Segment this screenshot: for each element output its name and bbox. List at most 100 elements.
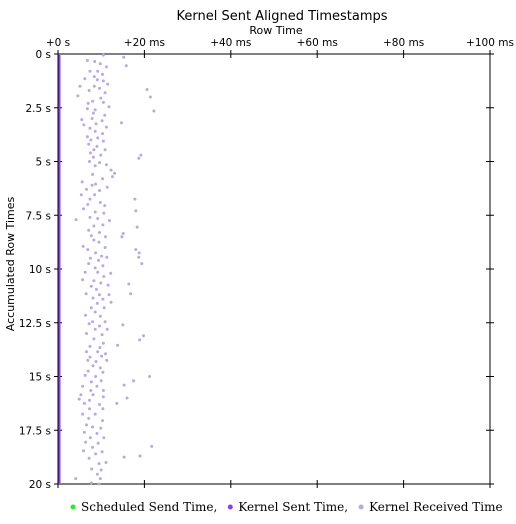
kernel-received-point: [99, 153, 103, 157]
kernel-received-point: [137, 255, 141, 259]
kernel-received-point: [85, 350, 88, 354]
kernel-received-point: [104, 163, 108, 167]
kernel-received-point: [127, 282, 131, 286]
kernel-received-point: [89, 138, 93, 142]
kernel-received-point: [84, 292, 88, 296]
kernel-received-point: [98, 200, 102, 204]
kernel-received-point: [87, 89, 91, 92]
kernel-received-point: [98, 366, 102, 370]
kernel-received-point: [74, 477, 78, 481]
kernel-received-point: [95, 472, 99, 476]
kernel-received-point: [89, 306, 93, 310]
kernel-received-point: [93, 210, 97, 214]
kernel-received-point: [102, 436, 106, 440]
kernel-received-point: [105, 358, 109, 362]
kernel-received-point: [76, 94, 80, 98]
kernel-received-point: [97, 482, 101, 486]
kernel-received-point: [91, 155, 95, 159]
kernel-received-point: [87, 322, 91, 326]
kernel-received-point: [81, 384, 85, 388]
kernel-received-point: [89, 234, 93, 238]
kernel-received-point: [106, 283, 110, 287]
kernel-received-point: [97, 240, 101, 244]
kernel-received-point: [94, 360, 98, 363]
kernel-received-point: [91, 99, 95, 103]
kernel-received-point: [101, 297, 105, 301]
kernel-received-point: [88, 398, 91, 402]
y-tick-label: 20 s: [29, 479, 51, 491]
kernel-received-point: [89, 380, 93, 384]
kernel-received-point: [142, 334, 145, 338]
kernel-received-point: [101, 264, 105, 268]
kernel-received-point: [98, 86, 101, 90]
kernel-received-point: [105, 327, 109, 331]
kernel-received-point: [99, 281, 103, 285]
kernel-received-point: [83, 77, 87, 81]
kernel-received-point: [140, 262, 144, 266]
kernel-received-point: [98, 231, 101, 234]
kernel-received-point: [98, 314, 102, 318]
kernel-received-point: [92, 75, 96, 79]
kernel-received-point: [88, 126, 92, 130]
kernel-received-point: [102, 275, 106, 278]
kernel-received-point: [90, 117, 94, 120]
kernel-received-point: [95, 384, 99, 388]
kernel-received-point: [92, 279, 96, 283]
kernel-received-point: [89, 284, 93, 288]
kernel-received-point: [96, 350, 100, 354]
kernel-received-point: [94, 452, 98, 456]
kernel-received-point: [93, 310, 97, 314]
kernel-received-point: [88, 160, 91, 163]
kernel-received-point: [98, 477, 102, 481]
kernel-received-point: [92, 224, 96, 228]
kernel-received-point: [80, 118, 84, 122]
kernel-received-point: [83, 373, 87, 377]
kernel-received-point: [81, 244, 85, 248]
kernel-received-point: [113, 171, 117, 175]
kernel-received-point: [92, 84, 96, 88]
kernel-received-point: [85, 59, 89, 62]
legend-label: Scheduled Send Time,: [81, 500, 217, 514]
kernel-received-point: [106, 82, 110, 86]
kernel-received-point: [107, 105, 111, 109]
kernel-received-point: [93, 60, 97, 63]
kernel-received-point: [103, 204, 107, 208]
kernel-received-point: [104, 235, 107, 239]
y-tick-label: 12.5 s: [19, 318, 51, 330]
kernel-received-point: [120, 235, 124, 239]
x-axis-ticks: +0 s +20 ms +40 ms +60 ms +80 ms +100 ms: [46, 37, 514, 488]
kernel-received-point: [107, 293, 111, 297]
kernel-received-point: [101, 139, 105, 143]
kernel-received-point: [105, 255, 109, 259]
kernel-received-point: [102, 306, 106, 310]
kernel-received-point: [137, 251, 141, 255]
kernel-received-point: [122, 55, 126, 59]
kernel-received-point: [95, 78, 99, 82]
kernel-received-point: [101, 341, 105, 345]
kernel-received-point: [87, 142, 91, 146]
kernel-received-point: [95, 301, 99, 305]
kernel-received-point: [89, 481, 93, 485]
kernel-received-point: [103, 246, 107, 249]
kernel-received-point: [88, 69, 92, 73]
kernel-received-point: [100, 119, 104, 123]
kernel-received-point: [101, 419, 104, 423]
legend-label: Kernel Received Time: [369, 500, 502, 514]
kernel-received-point: [96, 69, 100, 73]
kernel-received-point: [135, 225, 139, 229]
legend: Scheduled Send Time, Kernel Sent Time, Ker…: [70, 500, 503, 514]
kernel-received-point: [88, 407, 91, 411]
kernel-received-point: [103, 320, 107, 324]
kernel-received-point: [101, 370, 105, 374]
kernel-received-point: [138, 454, 142, 458]
kernel-received-point: [93, 193, 97, 197]
kernel-received-point: [101, 223, 105, 227]
kernel-received-point: [101, 72, 104, 76]
kernel-received-point: [91, 172, 95, 176]
kernel-received-point: [98, 403, 101, 406]
kernel-received-point: [145, 88, 149, 91]
kernel-received-point: [74, 218, 78, 222]
kernel-received-point: [138, 338, 142, 342]
kernel-received-point: [101, 177, 104, 181]
kernel-received-point: [109, 300, 113, 304]
